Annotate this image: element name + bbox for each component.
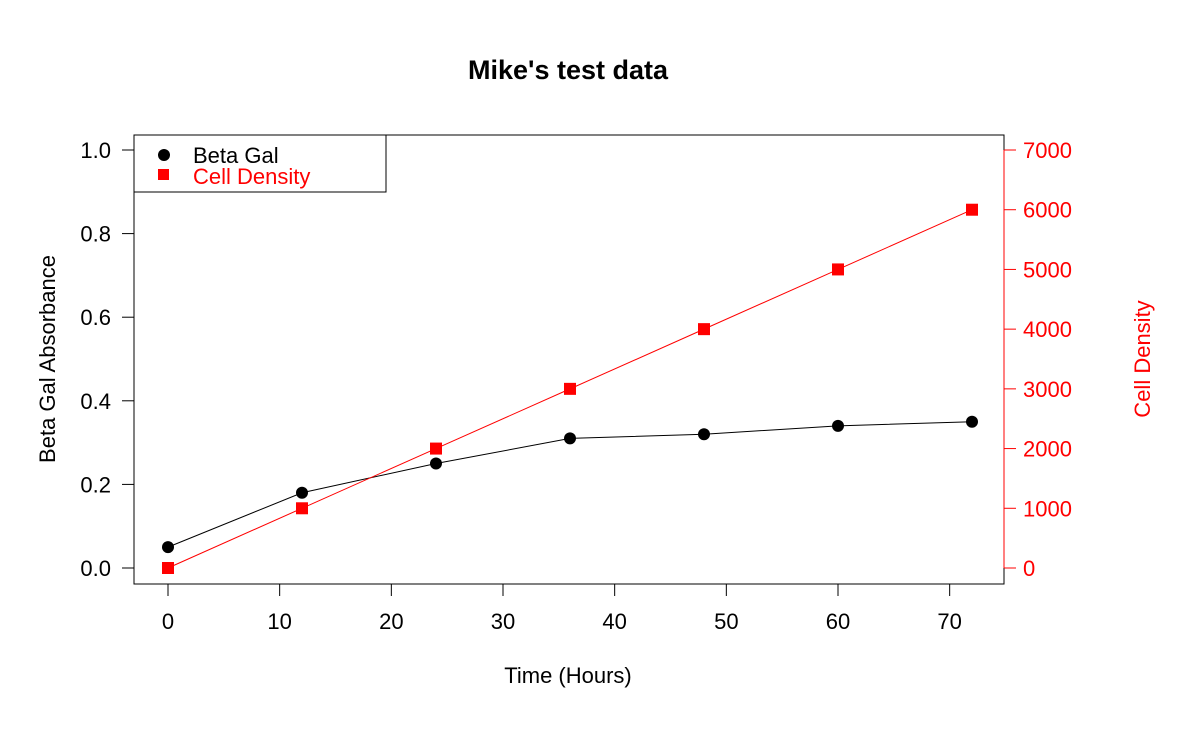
y2-tick-label: 4000 (1023, 317, 1072, 342)
y2-tick-label: 2000 (1023, 437, 1072, 462)
y-tick-label: 0.8 (80, 222, 111, 247)
data-point-cell-density (966, 203, 978, 216)
y-axis-right: 0 1000 2000 3000 4000 5000 6000 7000 (1003, 138, 1072, 581)
y2-axis-label: Cell Density (1130, 300, 1155, 417)
data-point-beta-gal (162, 541, 174, 554)
legend-box (133, 134, 387, 193)
data-point-beta-gal (698, 428, 710, 441)
y-tick-label: 0.6 (80, 305, 111, 330)
plot-area (133, 134, 1005, 585)
x-tick-label: 0 (162, 609, 174, 634)
y2-tick-label: 6000 (1023, 198, 1072, 223)
legend-label-beta-gal: Beta Gal (193, 143, 279, 168)
data-point-beta-gal (564, 432, 576, 445)
x-tick-label: 30 (491, 609, 515, 634)
data-point-beta-gal (430, 457, 442, 470)
x-tick-label: 20 (379, 609, 403, 634)
data-point-cell-density (430, 442, 442, 455)
x-tick-label: 50 (714, 609, 738, 634)
y2-tick-label: 0 (1023, 556, 1035, 581)
y2-tick-label: 3000 (1023, 377, 1072, 402)
y-tick-label: 0.2 (80, 472, 111, 497)
x-axis: 0 10 20 30 40 50 60 70 (162, 583, 962, 634)
legend-label-cell-density: Cell Density (193, 164, 310, 189)
y-tick-label: 0.0 (80, 556, 111, 581)
chart-title: Mike's test data (468, 55, 669, 85)
x-tick-label: 60 (826, 609, 850, 634)
data-point-cell-density (296, 502, 308, 515)
y-axis-label: Beta Gal Absorbance (35, 255, 60, 463)
x-tick-label: 10 (267, 609, 291, 634)
x-tick-label: 40 (602, 609, 626, 634)
data-point-beta-gal (966, 415, 978, 428)
data-point-cell-density (162, 562, 174, 574)
y-axis-left: 0.0 0.2 0.4 0.6 0.8 1.0 (80, 138, 135, 581)
y2-tick-label: 1000 (1023, 496, 1072, 521)
y2-tick-label: 5000 (1023, 257, 1072, 282)
x-tick-label: 70 (937, 609, 961, 634)
data-point-beta-gal (832, 419, 844, 432)
y-tick-label: 1.0 (80, 138, 111, 163)
y-tick-label: 0.4 (80, 389, 111, 414)
legend-marker-cell-density (158, 169, 169, 180)
data-point-cell-density (698, 323, 710, 336)
x-axis-label: Time (Hours) (504, 663, 632, 688)
data-point-cell-density (832, 263, 844, 276)
y2-tick-label: 7000 (1023, 138, 1072, 163)
legend: Beta Gal Cell Density (133, 134, 387, 193)
legend-marker-beta-gal (158, 149, 170, 161)
data-point-beta-gal (296, 486, 308, 499)
series-layer (162, 203, 978, 574)
data-point-cell-density (564, 382, 576, 395)
